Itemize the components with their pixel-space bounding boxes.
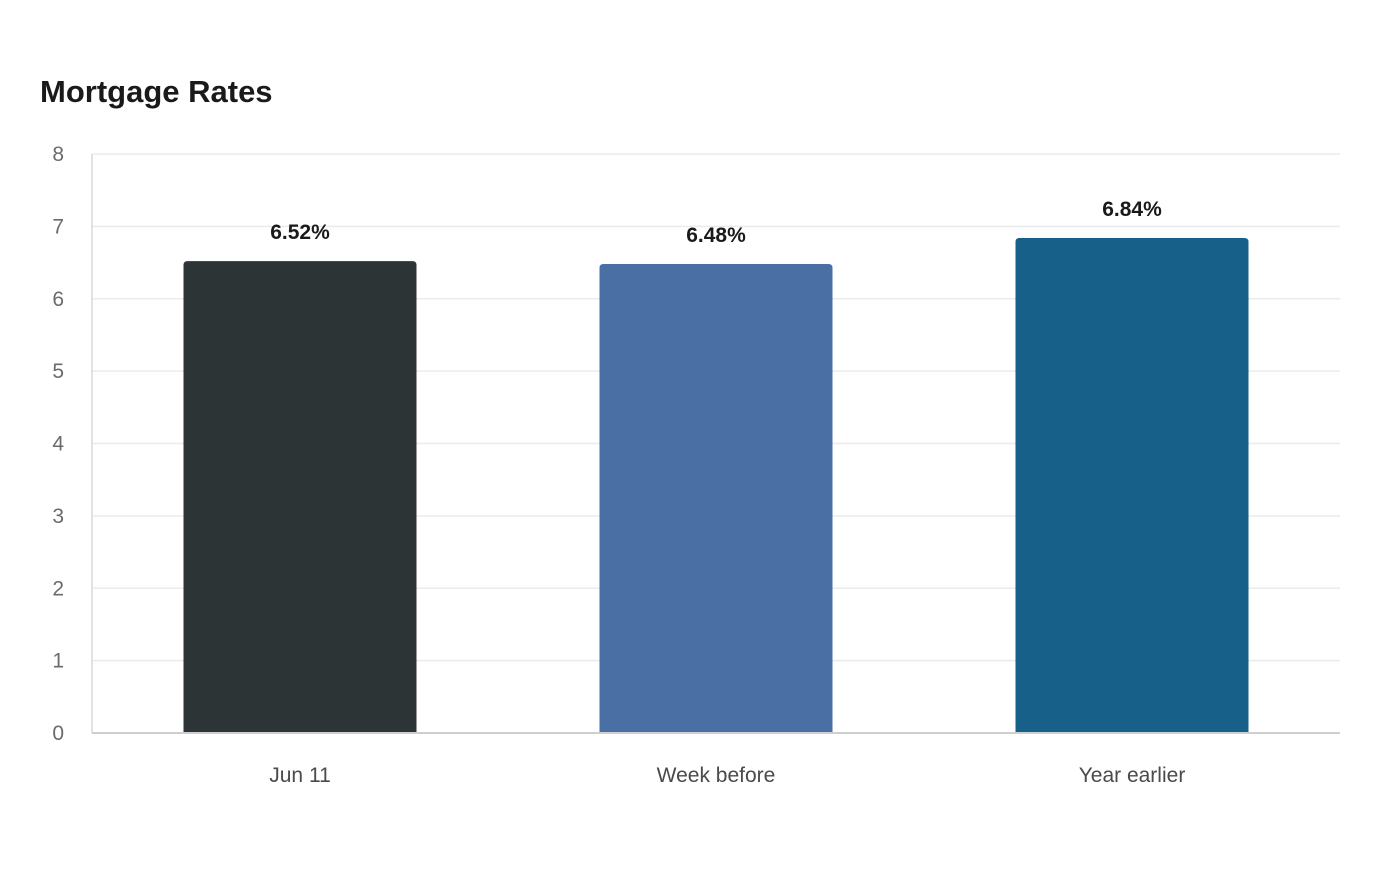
chart-title: Mortgage Rates [40, 74, 273, 109]
y-axis-ticks: 0 1 2 3 4 5 6 7 8 [52, 143, 64, 745]
y-tick-label: 0 [52, 722, 64, 745]
x-tick-label: Week before [657, 764, 776, 787]
y-tick-label: 7 [52, 215, 64, 238]
y-tick-label: 4 [52, 433, 64, 456]
data-label: 6.84% [1102, 198, 1162, 221]
y-tick-label: 1 [52, 650, 64, 673]
bar-jun-11 [183, 261, 417, 733]
y-tick-label: 5 [52, 360, 64, 383]
y-tick-label: 8 [52, 143, 64, 166]
y-tick-label: 6 [52, 288, 64, 311]
y-tick-label: 3 [52, 505, 64, 528]
bars [183, 237, 1249, 733]
x-tick-label: Jun 11 [269, 764, 331, 787]
data-label: 6.52% [270, 221, 330, 244]
bar-year-earlier [1015, 237, 1249, 733]
x-tick-label: Year earlier [1079, 764, 1186, 787]
y-tick-label: 2 [52, 577, 64, 600]
value-labels: 6.52% 6.48% 6.84% [270, 198, 1162, 247]
x-axis-ticks: Jun 11 Week before Year earlier [269, 764, 1185, 787]
bar-week-before [599, 264, 833, 733]
data-label: 6.48% [686, 224, 746, 247]
